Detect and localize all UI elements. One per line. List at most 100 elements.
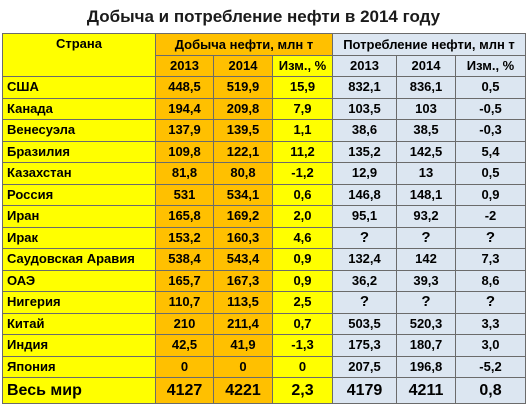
production-change-cell: 1,1 (272, 119, 333, 142)
total-consumption-change-cell: 0,8 (455, 377, 526, 404)
production-year-2014-header: 2014 (213, 55, 273, 77)
country-cell: Россия (2, 183, 156, 206)
consumption-change-cell: 0,9 (455, 183, 526, 206)
production-2014-cell: 113,5 (213, 291, 273, 314)
production-2013-cell: 81,8 (155, 162, 214, 185)
production-change-cell: 2,0 (272, 205, 333, 228)
production-2014-cell: 519,9 (213, 76, 273, 99)
table-row: Канада 194,4 209,8 7,9 103,5 103 -0,5 (2, 97, 526, 120)
country-cell: Венесуэла (2, 119, 156, 142)
consumption-2013-cell: 132,4 (332, 248, 397, 271)
consumption-change-cell: 8,6 (455, 269, 526, 292)
production-2013-cell: 448,5 (155, 76, 214, 99)
total-row: Весь мир 4127 4221 2,3 4179 4211 0,8 (2, 377, 526, 404)
country-header: Страна (2, 33, 156, 77)
consumption-change-cell: 3,0 (455, 334, 526, 357)
production-year-2013-header: 2013 (155, 55, 214, 77)
country-cell: Канада (2, 97, 156, 120)
consumption-2014-cell: 836,1 (396, 76, 456, 99)
consumption-2014-cell: 38,5 (396, 119, 456, 142)
consumption-2013-cell: ? (332, 291, 397, 314)
consumption-2014-cell: 39,3 (396, 269, 456, 292)
consumption-2013-cell: 12,9 (332, 162, 397, 185)
production-2014-cell: 169,2 (213, 205, 273, 228)
table-row: Индия 42,5 41,9 -1,3 175,3 180,7 3,0 (2, 334, 526, 357)
table-row: Ирак 153,2 160,3 4,6??? (2, 226, 526, 249)
consumption-change-cell: 5,4 (455, 140, 526, 163)
table-row: ОАЭ 165,7 167,3 0,9 36,2 39,3 8,6 (2, 269, 526, 292)
table-row: Китай 210 211,4 0,7 503,5 520,3 3,3 (2, 312, 526, 335)
consumption-change-cell: 0,5 (455, 76, 526, 99)
consumption-change-cell: 0,5 (455, 162, 526, 185)
consumption-2014-cell: ? (396, 226, 456, 249)
production-header: Добыча нефти, млн т (155, 33, 333, 56)
production-2013-cell: 110,7 (155, 291, 214, 314)
table-row: Казахстан 81,8 80,8 -1,2 12,9 13 0,5 (2, 162, 526, 185)
production-2014-cell: 139,5 (213, 119, 273, 142)
total-production-2014-cell: 4221 (213, 377, 273, 404)
consumption-2013-cell: 95,1 (332, 205, 397, 228)
production-2014-cell: 534,1 (213, 183, 273, 206)
consumption-change-cell: 7,3 (455, 248, 526, 271)
production-2014-cell: 543,4 (213, 248, 273, 271)
country-cell: Нигерия (2, 291, 156, 314)
consumption-2014-cell: 520,3 (396, 312, 456, 335)
table-row: США 448,5 519,9 15,9 832,1 836,1 0,5 (2, 76, 526, 99)
production-2014-cell: 122,1 (213, 140, 273, 163)
total-production-change-cell: 2,3 (272, 377, 333, 404)
consumption-2014-cell: 103 (396, 97, 456, 120)
consumption-header: Потребление нефти, млн т (332, 33, 526, 56)
consumption-2014-cell: 196,8 (396, 355, 456, 378)
production-2014-cell: 167,3 (213, 269, 273, 292)
production-2013-cell: 42,5 (155, 334, 214, 357)
consumption-2013-cell: 146,8 (332, 183, 397, 206)
country-cell: Япония (2, 355, 156, 378)
production-2014-cell: 160,3 (213, 226, 273, 249)
country-cell: Казахстан (2, 162, 156, 185)
consumption-change-cell: ? (455, 291, 526, 314)
consumption-change-cell: -2 (455, 205, 526, 228)
production-2013-cell: 153,2 (155, 226, 214, 249)
production-2014-cell: 209,8 (213, 97, 273, 120)
consumption-2014-cell: 13 (396, 162, 456, 185)
consumption-2013-cell: 103,5 (332, 97, 397, 120)
production-2014-cell: 41,9 (213, 334, 273, 357)
consumption-change-cell: 3,3 (455, 312, 526, 335)
production-change-cell: 4,6 (272, 226, 333, 249)
production-2014-cell: 0 (213, 355, 273, 378)
consumption-change-cell: ? (455, 226, 526, 249)
consumption-2013-cell: ? (332, 226, 397, 249)
consumption-2013-cell: 175,3 (332, 334, 397, 357)
country-cell: ОАЭ (2, 269, 156, 292)
production-2013-cell: 531 (155, 183, 214, 206)
production-2014-cell: 80,8 (213, 162, 273, 185)
consumption-2014-cell: 93,2 (396, 205, 456, 228)
table-row: Япония 0 0 0 207,5 196,8 -5,2 (2, 355, 526, 378)
country-cell: Саудовская Аравия (2, 248, 156, 271)
header-row-years: 2013 2014 Изм., % 2013 2014 Изм., % (3, 55, 526, 77)
production-change-cell: 0,7 (272, 312, 333, 335)
production-2013-cell: 137,9 (155, 119, 214, 142)
production-change-header: Изм., % (272, 55, 333, 77)
production-change-cell: 2,5 (272, 291, 333, 314)
production-change-cell: 11,2 (272, 140, 333, 163)
production-change-cell: 0,9 (272, 248, 333, 271)
production-2013-cell: 210 (155, 312, 214, 335)
consumption-2014-cell: 142,5 (396, 140, 456, 163)
production-2013-cell: 109,8 (155, 140, 214, 163)
production-2013-cell: 0 (155, 355, 214, 378)
production-change-cell: -1,3 (272, 334, 333, 357)
production-change-cell: -1,2 (272, 162, 333, 185)
consumption-2013-cell: 503,5 (332, 312, 397, 335)
consumption-year-2014-header: 2014 (396, 55, 456, 77)
production-change-cell: 7,9 (272, 97, 333, 120)
production-2014-cell: 211,4 (213, 312, 273, 335)
table-row: Россия 531 534,1 0,6 146,8 148,1 0,9 (2, 183, 526, 206)
consumption-2013-cell: 36,2 (332, 269, 397, 292)
total-country-cell: Весь мир (2, 377, 156, 404)
consumption-change-cell: -0,3 (455, 119, 526, 142)
table-row: Иран 165,8 169,2 2,0 95,1 93,2 -2 (2, 205, 526, 228)
country-cell: Бразилия (2, 140, 156, 163)
consumption-2013-cell: 832,1 (332, 76, 397, 99)
